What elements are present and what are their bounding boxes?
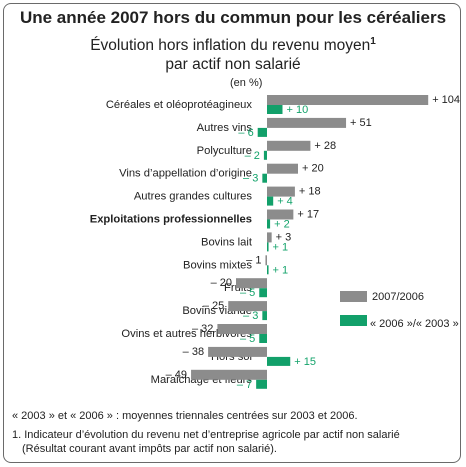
bar-2007-2006-hors-sol <box>208 346 267 357</box>
value-label-2006-2003-maraichage-et-fleurs: – 7 <box>237 379 252 391</box>
note-footnote-detail: (Résultat courant avant impôts par actif… <box>22 443 277 455</box>
value-label-2006-2003-bovins-viande: – 3 <box>243 310 258 322</box>
bar-2007-2006-autres-grandes-cultures <box>267 186 295 197</box>
bar-2007-2006-exploitations-professionnelles <box>267 209 294 220</box>
value-label-2006-2003-bovins-lait: + 1 <box>273 241 289 253</box>
unit-label: (en %) <box>230 77 263 89</box>
value-label-2006-2003-vins-d-appellation-d-origine: – 3 <box>243 173 258 185</box>
value-label-2007-2006-ovins-et-autres-herbivores: – 32 <box>192 323 213 335</box>
category-label-autres-grandes-cultures: Autres grandes cultures <box>134 191 253 203</box>
category-label-exploitations-professionnelles: Exploitations professionnelles <box>90 214 252 226</box>
subtitle-line-1: Évolution hors inflation du revenu moyen <box>90 37 371 55</box>
bar-2006-2003-fruits <box>259 288 267 298</box>
value-label-2007-2006-maraichage-et-fleurs: – 49 <box>166 369 187 381</box>
chart-subtitle: Évolution hors inflation du revenu moyen… <box>0 32 466 74</box>
value-label-2006-2003-polyculture: – 2 <box>245 150 260 162</box>
value-label-2007-2006-fruits: – 20 <box>211 277 232 289</box>
value-label-2007-2006-autres-vins: + 51 <box>350 117 372 129</box>
bar-2007-2006-bovins-mixtes <box>265 255 267 266</box>
bar-2006-2003-ovins-et-autres-herbivores <box>259 334 267 343</box>
bar-2007-2006-ovins-et-autres-herbivores <box>217 324 267 334</box>
value-label-2006-2003-autres-grandes-cultures: + 4 <box>277 196 293 208</box>
category-label-vins-d-appellation-d-origine: Vins d’appellation d’origine <box>119 168 252 180</box>
value-label-2007-2006-bovins-lait: + 3 <box>276 231 292 243</box>
value-label-2007-2006-vins-d-appellation-d-origine: + 20 <box>302 163 324 175</box>
category-label-autres-vins: Autres vins <box>197 122 253 134</box>
value-label-2006-2003-fruits: – 5 <box>240 287 255 299</box>
category-label-polyculture: Polyculture <box>197 145 252 157</box>
category-label-bovins-lait: Bovins lait <box>201 236 253 248</box>
bar-2006-2003-hors-sol <box>267 356 291 366</box>
bar-2007-2006-maraichage-et-fleurs <box>191 369 267 380</box>
bar-2006-2003-bovins-mixtes <box>267 265 269 275</box>
footnote-marker: 1 <box>370 36 376 47</box>
bar-2007-2006-cereales-et-oleoproteagineux <box>267 95 429 105</box>
legend-swatch-2007-2006 <box>340 291 367 302</box>
legend-label-2006-2003: « 2006 »/« 2003 » <box>370 318 459 330</box>
value-label-2007-2006-exploitations-professionnelles: + 17 <box>297 209 319 221</box>
value-label-2006-2003-autres-vins: – 6 <box>238 127 253 139</box>
note-footnote: 1. Indicateur d’évolution du revenu net … <box>12 429 400 441</box>
note-averages: « 2003 » et « 2006 » : moyennes triennal… <box>12 410 358 422</box>
value-label-2006-2003-cereales-et-oleoproteagineux: + 10 <box>287 104 309 116</box>
bar-2006-2003-autres-vins <box>257 127 267 137</box>
subtitle-line-2: par actif non salarié <box>165 56 301 74</box>
bar-2006-2003-bovins-viande <box>262 311 267 321</box>
bar-2006-2003-exploitations-professionnelles <box>267 219 271 229</box>
bar-2006-2003-polyculture <box>263 150 267 160</box>
value-label-2006-2003-ovins-et-autres-herbivores: – 5 <box>240 333 255 345</box>
bar-2007-2006-fruits <box>236 278 267 289</box>
bar-2006-2003-bovins-lait <box>267 242 269 252</box>
bar-2007-2006-bovins-lait <box>267 232 272 243</box>
bar-2007-2006-autres-vins <box>267 117 347 128</box>
chart-frame <box>3 3 461 463</box>
legend-label-2007-2006: 2007/2006 <box>372 291 424 303</box>
value-label-2007-2006-polyculture: + 28 <box>314 140 336 152</box>
value-label-2006-2003-bovins-mixtes: + 1 <box>273 264 289 276</box>
value-label-2007-2006-cereales-et-oleoproteagineux: + 104 <box>432 94 460 106</box>
bar-2007-2006-vins-d-appellation-d-origine <box>267 163 298 174</box>
bar-2006-2003-vins-d-appellation-d-origine <box>262 173 267 183</box>
category-label-bovins-mixtes: Bovins mixtes <box>183 259 252 271</box>
value-label-2007-2006-hors-sol: – 38 <box>183 346 204 358</box>
bar-2006-2003-cereales-et-oleoproteagineux <box>267 105 283 114</box>
bar-2006-2003-maraichage-et-fleurs <box>256 379 267 389</box>
category-label-cereales-et-oleoproteagineux: Céréales et oléoprotéagineux <box>106 99 253 111</box>
value-label-2007-2006-autres-grandes-cultures: + 18 <box>299 186 321 198</box>
value-label-2007-2006-bovins-viande: – 25 <box>203 300 224 312</box>
bar-2007-2006-polyculture <box>267 140 311 151</box>
value-label-2006-2003-exploitations-professionnelles: + 2 <box>274 219 290 231</box>
bar-2007-2006-bovins-viande <box>228 301 267 312</box>
bar-2006-2003-autres-grandes-cultures <box>267 196 274 206</box>
legend-swatch-2006-2003 <box>340 315 367 326</box>
value-label-2006-2003-hors-sol: + 15 <box>294 356 316 368</box>
value-label-2007-2006-bovins-mixtes: – 1 <box>246 254 261 266</box>
chart-title: Une année 2007 hors du commun pour les c… <box>19 8 447 27</box>
